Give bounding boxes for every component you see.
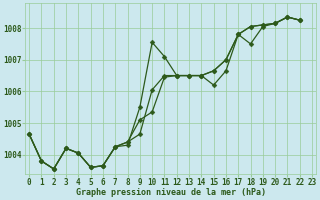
X-axis label: Graphe pression niveau de la mer (hPa): Graphe pression niveau de la mer (hPa): [76, 188, 266, 197]
